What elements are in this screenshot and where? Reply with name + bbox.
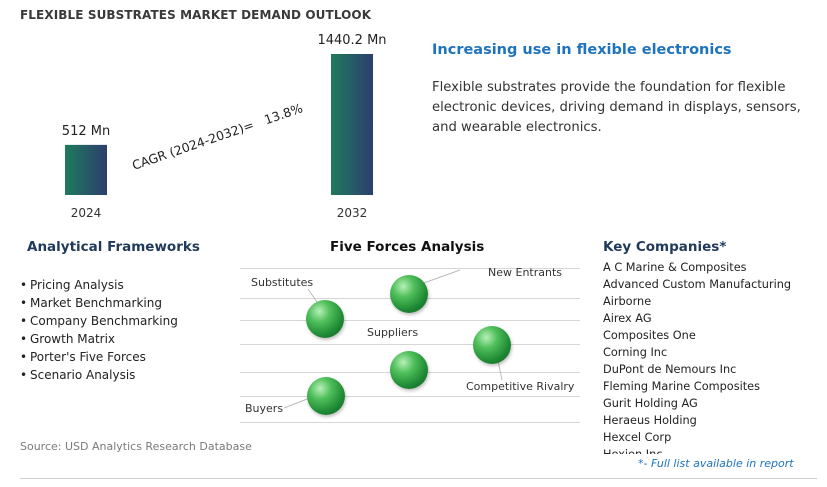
company-list-item: Advanced Custom Manufacturing — [603, 278, 792, 291]
bar-2032 — [331, 54, 373, 195]
frameworks-heading: Analytical Frameworks — [27, 239, 200, 255]
divider — [240, 268, 580, 269]
company-list-item: A C Marine & Composites — [603, 261, 747, 274]
company-list-item: Fleming Marine Composites — [603, 380, 760, 393]
new-entrants-sphere-icon — [390, 275, 428, 313]
companies-footnote: *- Full list available in report — [638, 457, 794, 470]
company-list-item: Airex AG — [603, 312, 652, 325]
demand-bar-chart: 512 Mn 2024 1440.2 Mn 2032 CAGR (2024-2032)… — [62, 33, 387, 220]
list-item: • Company Benchmarking — [20, 314, 178, 328]
x-tick-label: 2024 — [71, 206, 102, 220]
companies-heading: Key Companies* — [603, 239, 727, 255]
five-forces-heading: Five Forces Analysis — [330, 239, 485, 255]
company-list-item: Gurit Holding AG — [603, 397, 698, 410]
company-list-item: Heraeus Holding — [603, 414, 697, 427]
insight-headline: Increasing use in flexible electronics — [432, 42, 732, 58]
source-note: Source: USD Analytics Research Database — [20, 440, 252, 453]
bar-value-label: 512 Mn — [62, 124, 110, 139]
bar-value-label: 1440.2 Mn — [317, 33, 386, 48]
list-item: • Pricing Analysis — [20, 278, 124, 292]
substitutes-sphere-icon — [306, 300, 344, 338]
company-list-item: Corning Inc — [603, 346, 668, 359]
page-title: FLEXIBLE SUBSTRATES MARKET DEMAND OUTLOO… — [20, 8, 372, 22]
company-list-item: Airborne — [603, 295, 652, 308]
list-item: • Market Benchmarking — [20, 296, 162, 310]
x-tick-label: 2032 — [337, 206, 368, 220]
frameworks-list: • Pricing Analysis • Market Benchmarking •… — [20, 276, 178, 384]
divider — [240, 320, 580, 321]
five-forces-diagram: Substitutes New Entrants Suppliers Compe… — [240, 262, 580, 430]
cagr-annotation: CAGR (2024-2032)= 13.8% — [130, 100, 305, 173]
substitutes-label: Substitutes — [251, 276, 314, 289]
divider — [240, 344, 580, 345]
suppliers-sphere-icon — [390, 351, 428, 389]
company-list-item: Composites One — [603, 329, 696, 342]
company-list-item: Hexion Inc — [603, 446, 813, 454]
buyers-label: Buyers — [245, 402, 284, 415]
list-item: • Growth Matrix — [20, 332, 116, 346]
companies-list: A C Marine & Composites Advanced Custom M… — [603, 259, 813, 454]
competitive-rivalry-sphere-icon — [473, 326, 511, 364]
suppliers-label: Suppliers — [367, 326, 419, 339]
competitive-rivalry-label: Competitive Rivalry — [466, 380, 575, 393]
insight-description: Flexible substrates provide the foundati… — [432, 80, 801, 135]
bottom-divider — [20, 478, 817, 479]
divider — [240, 396, 580, 397]
company-list-item: Hexcel Corp — [603, 431, 672, 444]
divider — [240, 422, 580, 423]
company-list-item: DuPont de Nemours Inc — [603, 363, 737, 376]
list-item: • Porter's Five Forces — [20, 350, 146, 364]
buyers-sphere-icon — [307, 377, 345, 415]
list-item: • Scenario Analysis — [20, 368, 136, 382]
bar-2024 — [65, 144, 107, 195]
new-entrants-label: New Entrants — [488, 266, 563, 279]
